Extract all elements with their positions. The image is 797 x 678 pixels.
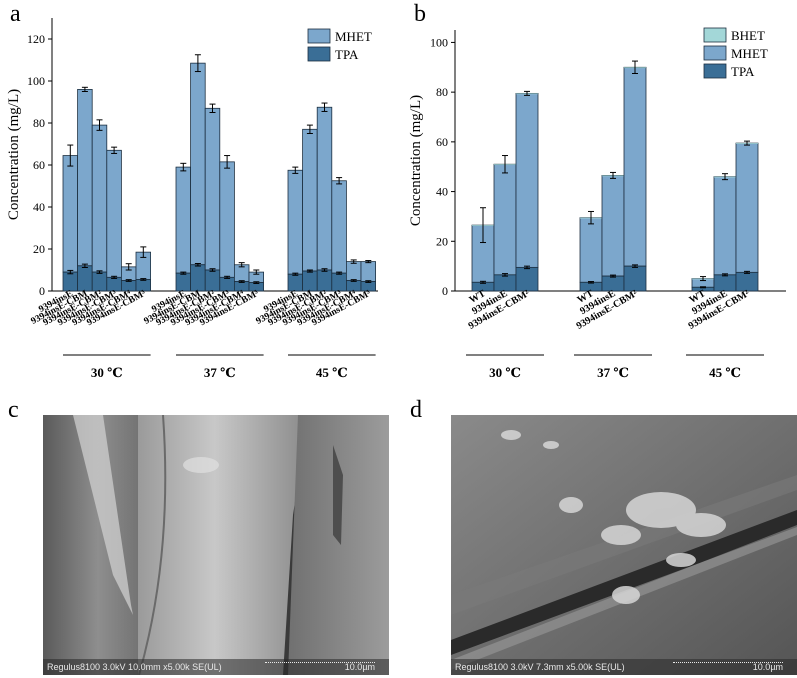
group-label: 45 ℃ (316, 365, 348, 380)
bar-mhet (316, 106, 333, 271)
bar-mhet (204, 107, 221, 271)
y-tick-label: 120 (27, 32, 45, 46)
legend-swatch (307, 28, 331, 44)
legend-label: MHET (335, 29, 372, 44)
bar-tpa (601, 275, 625, 292)
group-label: 37 ℃ (204, 365, 236, 380)
bar-tpa (735, 271, 759, 292)
bar-mhet (331, 180, 347, 274)
bar-mhet (579, 217, 603, 283)
panel-letter-c: c (8, 397, 19, 423)
bar-mhet (345, 261, 362, 281)
y-tick-label: 40 (436, 185, 448, 199)
group-label: 45 ℃ (709, 365, 741, 380)
y-tick-label: 80 (33, 116, 45, 130)
legend-swatch (703, 27, 727, 43)
legend-swatch (703, 45, 727, 61)
bar-mhet (190, 62, 206, 266)
legend-label: TPA (731, 64, 755, 79)
bar-mhet (287, 169, 304, 275)
y-tick-label: 100 (27, 74, 45, 88)
bar-tpa (91, 271, 108, 292)
group-label: 30 ℃ (489, 365, 521, 380)
bar-mhet (219, 161, 235, 278)
sem-surface-texture (451, 415, 797, 675)
bar-mhet (360, 261, 377, 282)
sem-caption-c: Regulus8100 3.0kV 10.0mm x5.00k SE(UL) 1… (43, 659, 389, 675)
bar-tpa (623, 265, 647, 292)
y-tick-label: 20 (436, 234, 448, 248)
scale-bar-d (673, 662, 783, 666)
bar-mhet (601, 175, 625, 277)
bar-mhet (623, 66, 647, 267)
scale-bar-c (265, 662, 375, 666)
bar-mhet (713, 176, 737, 276)
bar-mhet (62, 155, 79, 273)
bar-mhet (302, 128, 318, 272)
y-tick-label: 80 (436, 85, 448, 99)
bar-tpa (316, 269, 333, 292)
legend-swatch (307, 46, 331, 62)
bar-tpa (135, 279, 152, 292)
sem-caption-text-c: Regulus8100 3.0kV 10.0mm x5.00k SE(UL) (47, 662, 222, 672)
bar-tpa (190, 264, 206, 292)
y-tick-label: 0 (39, 284, 45, 298)
bar-tpa (287, 273, 304, 292)
bar-tpa (62, 271, 79, 292)
y-tick-label: 60 (33, 158, 45, 172)
bar-mhet (735, 142, 759, 273)
bar-mhet (493, 163, 517, 276)
bar-tpa (579, 281, 603, 292)
panel-letter-d: d (410, 397, 422, 423)
bar-tpa (302, 270, 318, 292)
legend-label: MHET (731, 46, 768, 61)
bar-tpa (106, 276, 122, 292)
sem-fiber-texture (43, 415, 389, 675)
sem-image-d: Regulus8100 3.0kV 7.3mm x5.00k SE(UL) 10… (451, 415, 797, 675)
bar-mhet (175, 166, 192, 274)
sem-caption-text-d: Regulus8100 3.0kV 7.3mm x5.00k SE(UL) (455, 662, 625, 672)
sem-caption-d: Regulus8100 3.0kV 7.3mm x5.00k SE(UL) 10… (451, 659, 797, 675)
scale-label-c: 10.0µm (344, 662, 375, 672)
legend-label: BHET (731, 28, 765, 43)
sem-image-c: Regulus8100 3.0kV 10.0mm x5.00k SE(UL) 1… (43, 415, 389, 675)
y-axis-label: Concentration (mg/L) (408, 95, 424, 226)
panel-letter-b: b (414, 1, 426, 27)
panel-letter-a: a (10, 1, 21, 27)
bar-tpa (493, 274, 517, 292)
bar-tpa (77, 265, 93, 292)
y-tick-label: 40 (33, 200, 45, 214)
y-tick-label: 60 (436, 135, 448, 149)
bar-tpa (204, 269, 221, 292)
bar-mhet (91, 124, 108, 273)
legend-swatch (703, 63, 727, 79)
y-axis-label: Concentration (mg/L) (6, 89, 22, 220)
legend-label: TPA (335, 47, 359, 62)
bar-tpa (713, 274, 737, 292)
group-label: 30 ℃ (91, 365, 123, 380)
bar-mhet (106, 149, 122, 278)
bar-tpa (515, 266, 539, 292)
bar-mhet (515, 92, 539, 268)
y-tick-label: 100 (430, 35, 448, 49)
group-label: 37 ℃ (597, 365, 629, 380)
bar-mhet (77, 89, 93, 267)
bar-tpa (175, 272, 192, 292)
bar-tpa (219, 276, 235, 292)
y-tick-label: 20 (33, 242, 45, 256)
bar-tpa (331, 272, 347, 292)
scale-label-d: 10.0µm (752, 662, 783, 672)
y-tick-label: 0 (442, 284, 448, 298)
